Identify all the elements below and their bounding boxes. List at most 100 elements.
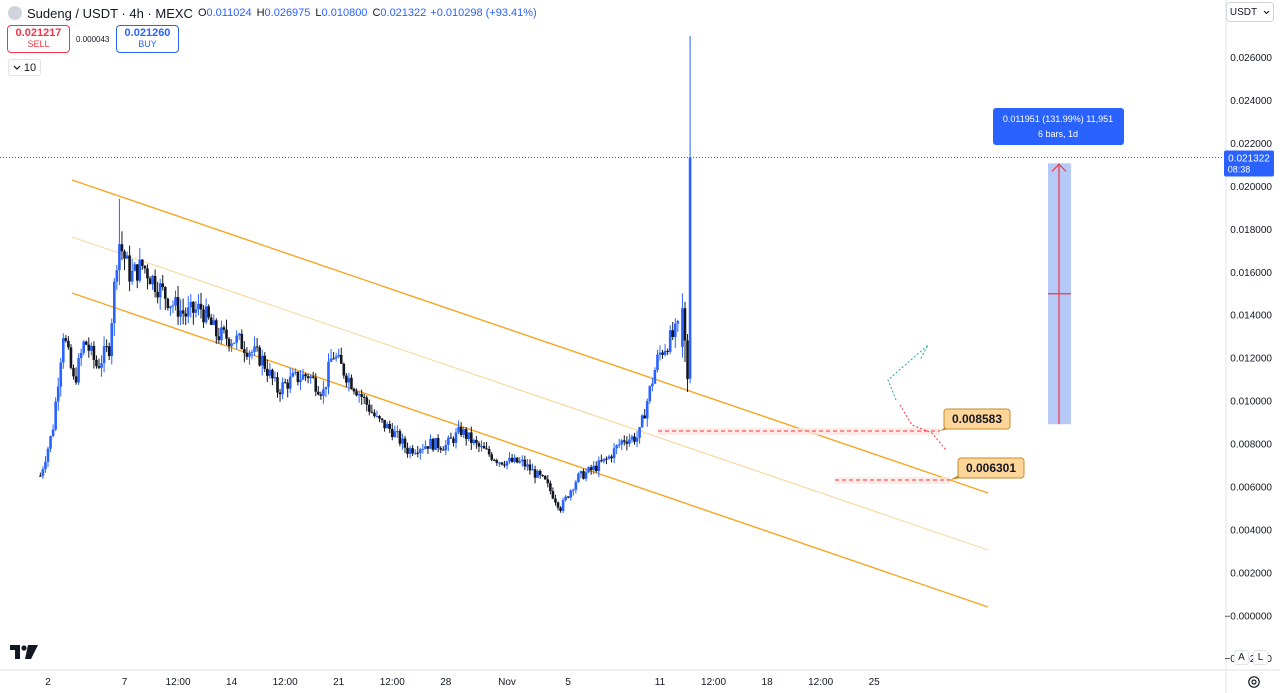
log-scale-button[interactable]: L (1253, 650, 1268, 665)
candle-body (199, 303, 203, 310)
y-tick-label: 0.004000 (1230, 525, 1272, 536)
y-tick-label: 0.008000 (1230, 440, 1272, 451)
candle-body (352, 388, 356, 392)
candle-body (559, 507, 562, 511)
candle-body (605, 458, 608, 460)
candle-body (138, 259, 142, 281)
candle-body (587, 467, 590, 473)
candle-body (513, 457, 516, 462)
candle-body (406, 447, 409, 454)
candle-body (357, 394, 361, 396)
candle-body (628, 439, 631, 444)
candle-body (237, 333, 241, 336)
indicators-collapse-button[interactable]: 10 (8, 59, 41, 76)
candle-body (396, 431, 399, 433)
candle-body (281, 382, 284, 395)
symbol-title[interactable]: Sudeng / USDT · 4h · MEXC (27, 5, 193, 21)
candle-body (176, 297, 180, 317)
candle-body (179, 310, 182, 317)
sell-button[interactable]: 0.021217 SELL (7, 25, 70, 53)
channel-lower-line (71, 292, 989, 608)
candle-body (339, 354, 343, 364)
candle-body (304, 374, 307, 377)
candle-body (656, 354, 659, 371)
candle-body (332, 358, 335, 360)
candle-body (607, 456, 611, 459)
candle-body (536, 470, 539, 478)
candle-body (490, 454, 493, 460)
candle-body (69, 347, 73, 368)
candle-body (240, 333, 244, 350)
level-tag (943, 408, 1011, 430)
candle-body (579, 471, 583, 474)
candle-body (192, 301, 195, 313)
candle-body (222, 327, 226, 330)
candle-body (169, 306, 172, 309)
candle-body (197, 303, 200, 310)
candle-body (148, 278, 152, 285)
sell-price: 0.021217 (15, 27, 62, 39)
candle-body (77, 358, 80, 383)
candle-body (337, 354, 340, 357)
candle-body (118, 244, 121, 271)
high-label: H (256, 7, 265, 19)
candle-body (617, 444, 621, 446)
candle-body (67, 340, 70, 348)
candle-body (130, 270, 134, 282)
candle-body (561, 500, 565, 511)
candle-body (74, 376, 78, 383)
candle-body (582, 471, 585, 479)
candle-body (625, 441, 629, 444)
auto-scale-button[interactable]: A (1234, 650, 1249, 665)
candle-body (146, 268, 149, 279)
candle-body (467, 432, 471, 439)
candle-body (683, 308, 687, 341)
candle-body (378, 415, 381, 419)
candle-body (271, 369, 274, 379)
candle-body (658, 352, 662, 355)
candle-body (286, 382, 289, 389)
y-tick-label: 0.006000 (1230, 482, 1272, 493)
candle-body (477, 443, 481, 447)
candle-body (380, 418, 384, 420)
currency-select[interactable]: USDT (1226, 2, 1274, 22)
candle-body (594, 465, 598, 472)
gear-icon[interactable] (1247, 675, 1261, 689)
candle-body (526, 464, 529, 467)
candle-body (212, 320, 216, 325)
candle-body (189, 301, 193, 308)
x-tick-label: 12:00 (808, 677, 833, 688)
candle-body (505, 461, 509, 466)
candle-body (589, 467, 593, 471)
candle-body (273, 377, 277, 379)
candle-body (653, 370, 657, 384)
buy-button[interactable]: 0.021260 BUY (116, 25, 179, 53)
candle-body (329, 358, 333, 362)
projection-down-path (899, 404, 947, 451)
y-tick-label: 0.020000 (1230, 182, 1272, 193)
candle-body (306, 376, 310, 379)
candle-body (439, 447, 442, 450)
candle-body (46, 448, 50, 462)
candle-body (602, 458, 606, 462)
candle-body (355, 391, 358, 396)
candle-body (153, 275, 157, 292)
candle-body (215, 320, 218, 337)
candle-body (459, 427, 463, 435)
candle-body (156, 291, 159, 298)
level-tag-label: 0.008583 (952, 412, 1002, 426)
countdown-value: 08:38 (1228, 165, 1251, 175)
y-tick-label: 0.014000 (1230, 311, 1272, 322)
candle-body (515, 457, 519, 463)
candle-body (113, 281, 116, 324)
symbol-legend: Sudeng / USDT · 4h · MEXC O 0.011024 H 0.0… (8, 4, 537, 22)
candle-body (186, 307, 190, 317)
candle-body (454, 432, 458, 443)
candle-body (194, 309, 198, 313)
level-tag-label: 0.006301 (966, 461, 1016, 475)
candle-body (345, 375, 348, 383)
candle-body (350, 377, 353, 389)
y-tick-label: 0.010000 (1230, 397, 1272, 408)
candle-body (84, 341, 88, 345)
